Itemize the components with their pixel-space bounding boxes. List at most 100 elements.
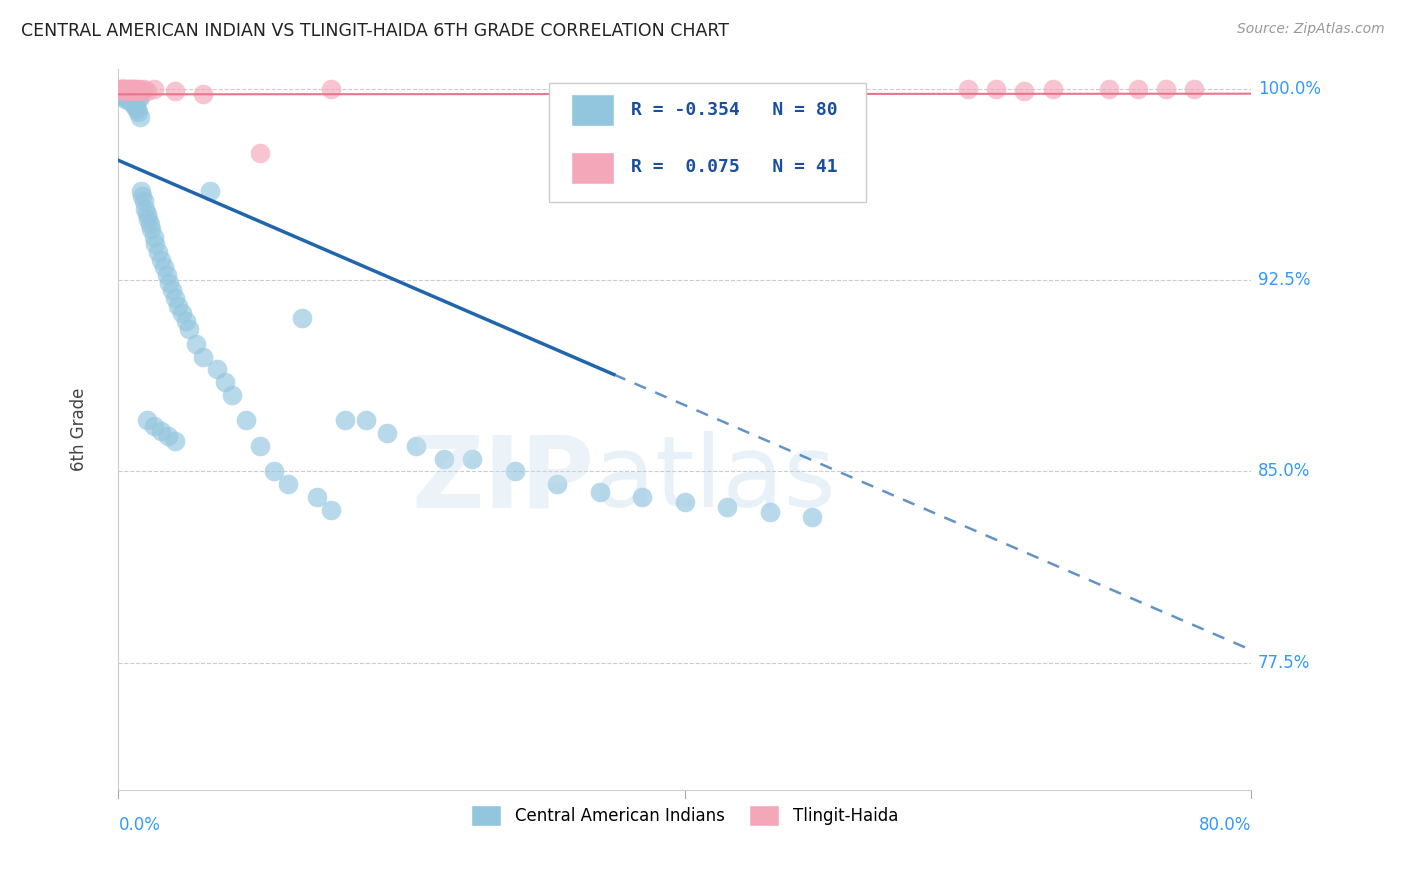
Point [136,211,159,226]
Point [1098,82,1121,96]
Point [121,82,143,96]
Point [112,82,135,96]
Point [129,85,152,99]
Point [132,82,155,96]
Point [1154,82,1177,96]
Point [117,82,139,96]
Point [117,85,139,99]
Point [155,268,177,282]
Point [235,413,257,427]
Point [125,82,148,96]
Point [129,184,152,198]
Point [124,82,146,96]
Point [118,82,141,96]
Point [166,299,188,313]
Point [143,237,166,252]
Point [111,85,134,99]
Point [111,82,134,96]
Point [127,85,149,99]
Point [1126,82,1149,96]
Point [291,311,314,326]
Point [125,87,148,101]
Point [375,426,398,441]
Text: R = -0.354   N = 80: R = -0.354 N = 80 [631,101,838,119]
Point [200,184,222,198]
Point [114,87,136,101]
Point [122,97,145,112]
Point [163,291,186,305]
Point [277,477,299,491]
Point [112,85,135,99]
Point [214,375,236,389]
Point [120,82,142,96]
Point [121,85,143,99]
Point [152,260,174,275]
Text: Source: ZipAtlas.com: Source: ZipAtlas.com [1237,22,1385,37]
Point [405,439,427,453]
Point [249,439,271,453]
Point [319,82,342,96]
Text: atlas: atlas [593,432,835,528]
Point [461,451,484,466]
Point [139,222,162,236]
Bar [571,152,614,184]
Point [801,510,824,524]
Point [156,428,179,442]
FancyBboxPatch shape [548,83,866,202]
Point [118,85,141,99]
Text: 100.0%: 100.0% [1258,80,1322,98]
Point [179,321,201,335]
Point [207,362,229,376]
Point [354,413,377,427]
Point [546,477,568,491]
Point [135,85,157,99]
Point [127,92,149,106]
Point [138,217,160,231]
Point [124,89,146,103]
Point [110,82,132,96]
Point [146,245,169,260]
Point [163,434,186,448]
Point [163,85,186,99]
Point [758,505,780,519]
Point [128,110,150,124]
Point [149,252,172,267]
Point [112,89,135,103]
Point [142,418,165,433]
Point [117,92,139,106]
Text: 85.0%: 85.0% [1258,462,1310,481]
Point [115,85,138,99]
Point [124,85,146,99]
Point [319,502,342,516]
Point [128,82,150,96]
Point [333,413,356,427]
Point [193,350,215,364]
Point [115,82,138,96]
Point [127,104,149,119]
Point [117,87,139,101]
Point [134,202,156,216]
Point [193,87,215,101]
Point [122,87,145,101]
Point [115,85,138,99]
Point [120,87,142,101]
Point [1182,82,1205,96]
Point [263,464,285,478]
Point [118,85,141,99]
Point [118,89,141,103]
Point [149,424,172,438]
Point [160,284,183,298]
Point [249,145,271,160]
Point [157,276,180,290]
Point [132,194,155,208]
Point [122,82,145,96]
Point [142,82,165,96]
Text: R =  0.075   N = 41: R = 0.075 N = 41 [631,159,838,177]
Legend: Central American Indians, Tlingit-Haida: Central American Indians, Tlingit-Haida [464,798,904,832]
Bar [571,94,614,127]
Point [120,95,142,109]
Point [176,314,198,328]
Text: ZIP: ZIP [411,432,593,528]
Point [186,337,208,351]
Point [125,103,148,117]
